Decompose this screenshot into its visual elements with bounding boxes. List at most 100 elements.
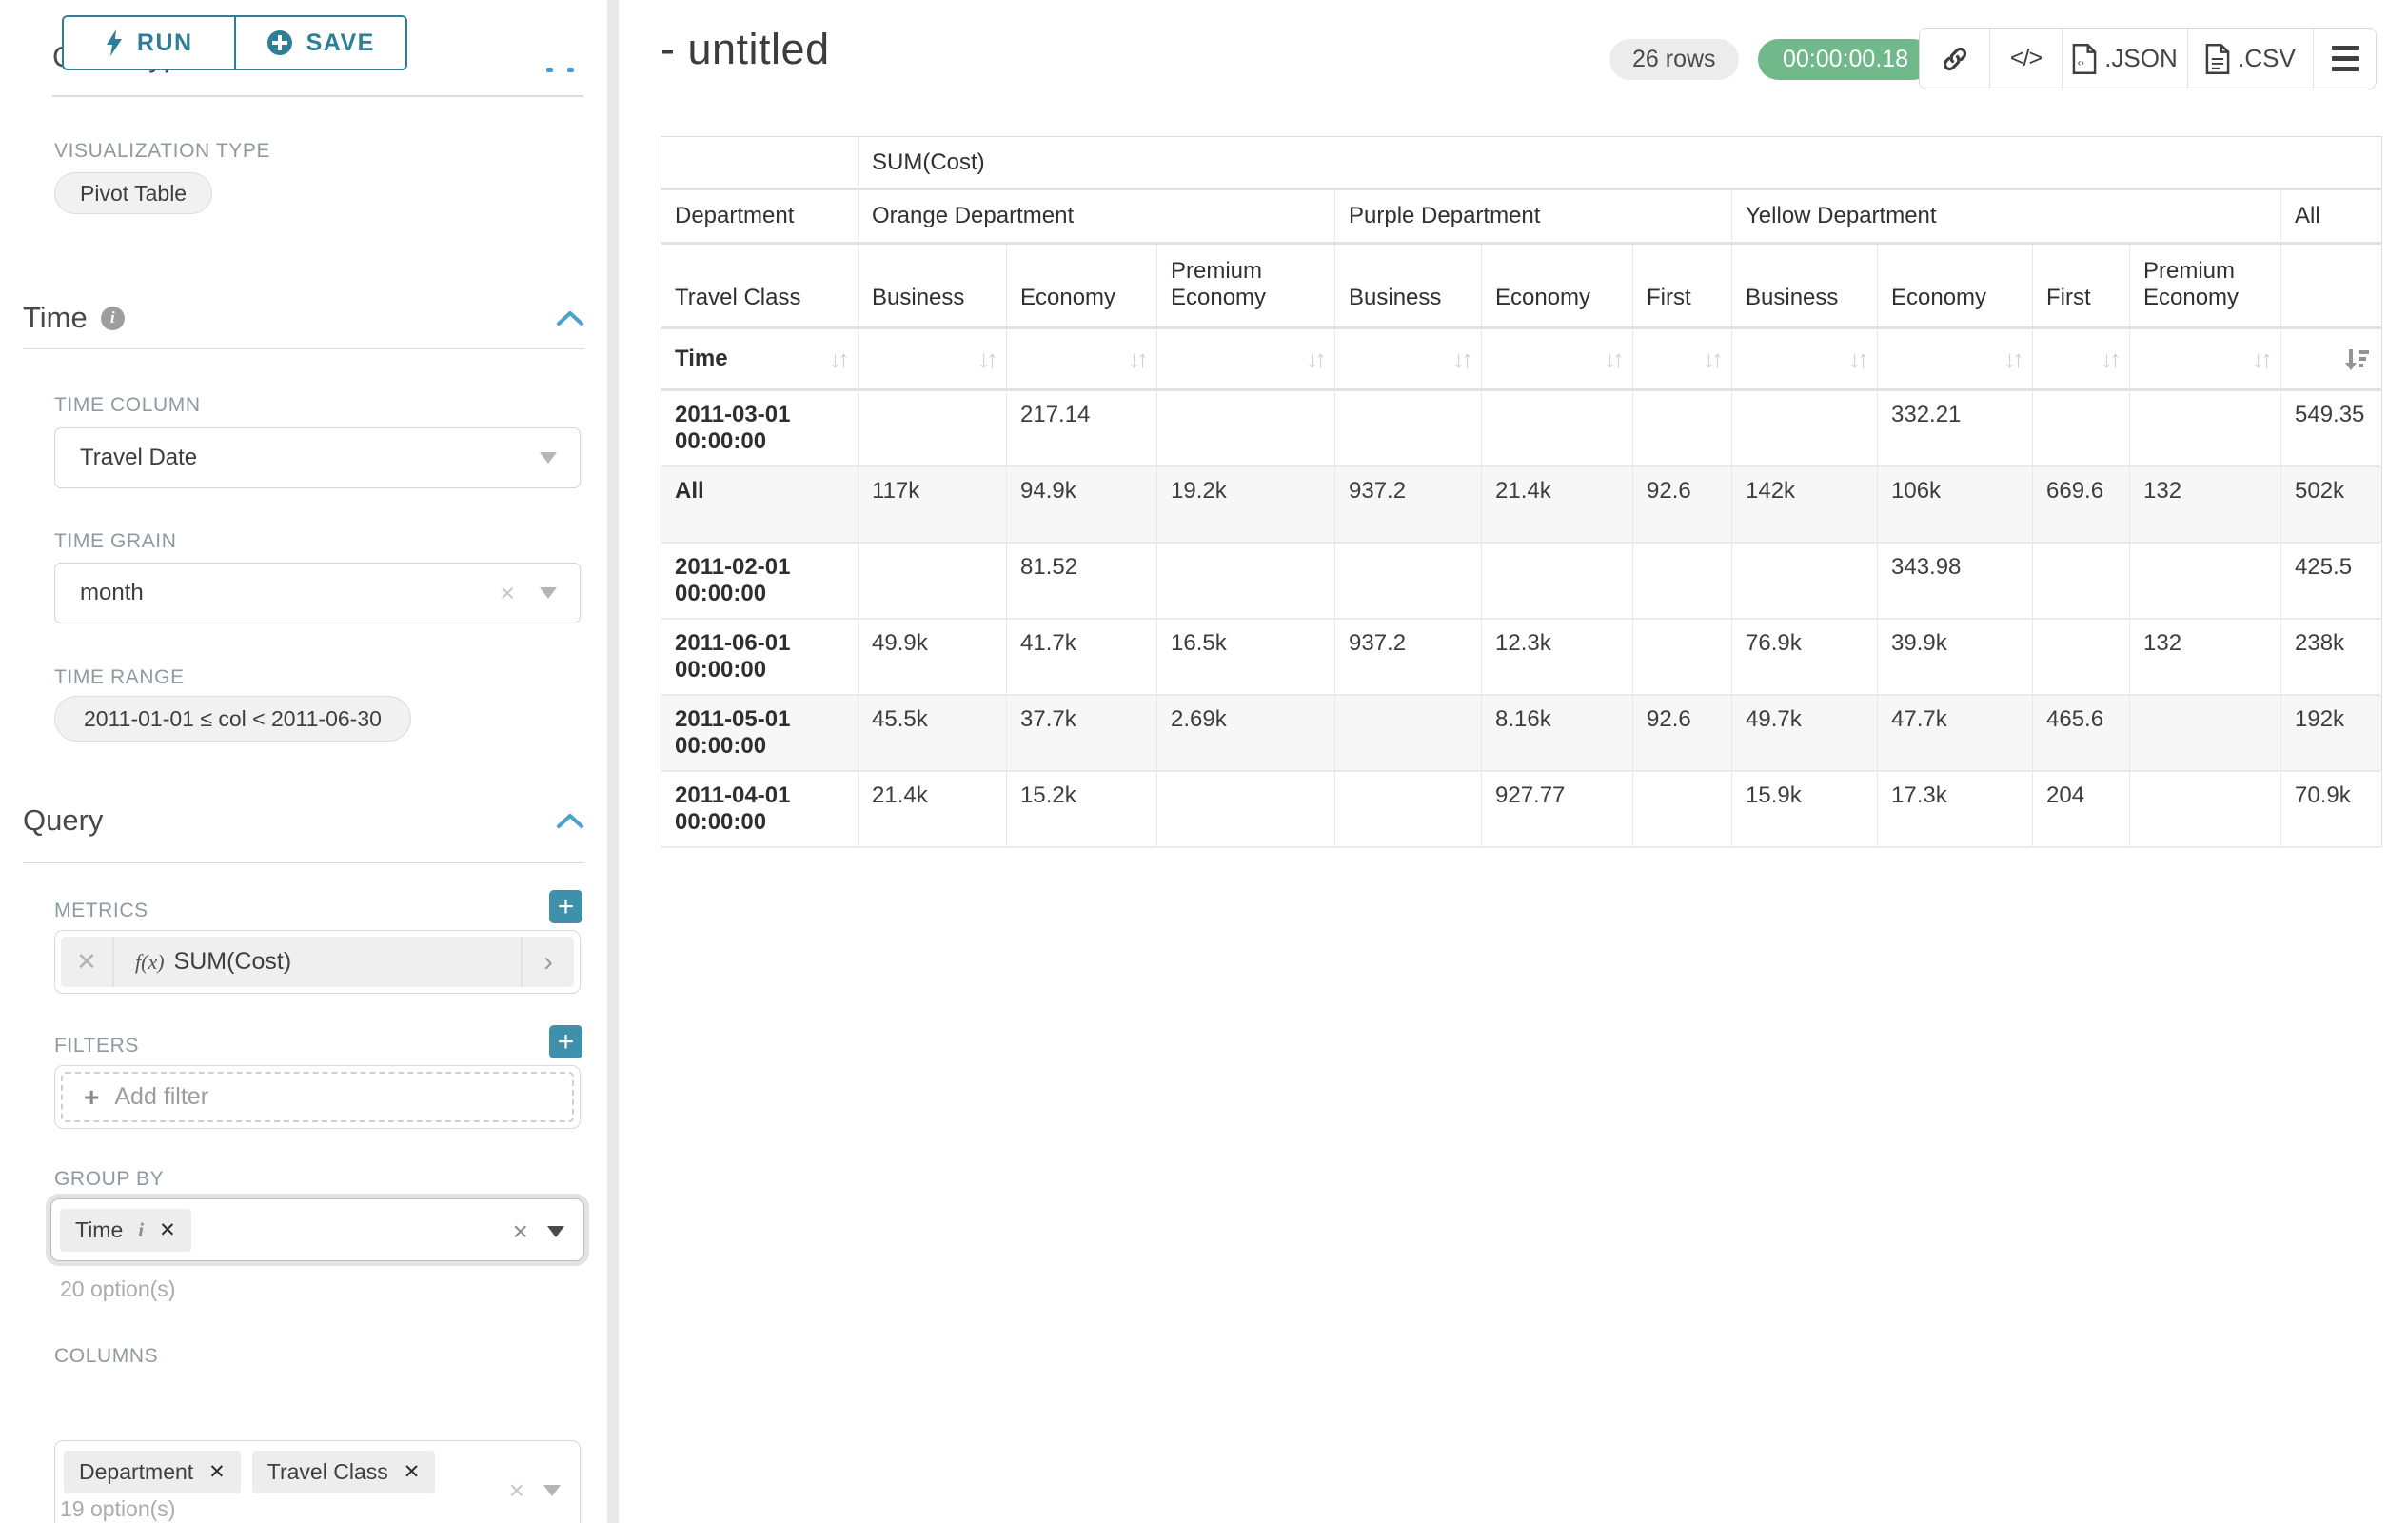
link-icon bbox=[1943, 47, 1966, 70]
clear-icon[interactable]: × bbox=[500, 578, 515, 607]
travel-class-header: Economy bbox=[1877, 243, 2033, 328]
add-filter-button[interactable]: + bbox=[549, 1025, 582, 1058]
value-cell: 669.6 bbox=[2032, 465, 2130, 543]
travel-class-header: Premium Economy bbox=[1156, 243, 1335, 328]
export-json-button[interactable]: ‹› .JSON bbox=[2062, 29, 2187, 89]
table-row: 2011-05-01 00:00:00 45.5k 37.7k 2.69k 8.16k 9… bbox=[661, 694, 2382, 771]
table-row: All 117k 94.9k 19.2k 937.2 21.4k 92.6 142k 106k 6… bbox=[661, 465, 2382, 543]
value-cell bbox=[1156, 389, 1335, 466]
value-cell bbox=[2032, 542, 2130, 619]
value-cell: 76.9k bbox=[1731, 618, 1878, 695]
columns-select[interactable]: Department ✕ Travel Class ✕ × bbox=[54, 1440, 581, 1523]
chevron-right-icon[interactable]: › bbox=[521, 937, 574, 987]
value-cell: 132 bbox=[2129, 618, 2281, 695]
value-cell: 142k bbox=[1731, 465, 1878, 543]
add-filter-dropzone[interactable]: + Add filter bbox=[61, 1072, 574, 1122]
table-row: 2011-03-01 00:00:00 217.14 332.21 549.35 bbox=[661, 389, 2382, 466]
remove-tag-icon[interactable]: ✕ bbox=[208, 1461, 226, 1483]
export-csv-button[interactable]: .CSV bbox=[2187, 29, 2313, 89]
value-cell: 204 bbox=[2032, 770, 2130, 847]
column-sort-header[interactable]: ↓↑ bbox=[1334, 327, 1482, 390]
row-header-time: 2011-06-01 00:00:00 bbox=[661, 618, 859, 695]
time-range-pill[interactable]: 2011-01-01 ≤ col < 2011-06-30 bbox=[54, 696, 411, 742]
row-header-time: 2011-03-01 00:00:00 bbox=[661, 389, 859, 466]
column-sort-header[interactable]: ↓↑ bbox=[1731, 327, 1878, 390]
value-cell: 21.4k bbox=[1481, 465, 1633, 543]
column-sort-header[interactable]: ↓↑ bbox=[1156, 327, 1335, 390]
sort-icon: ↓↑ bbox=[2101, 344, 2122, 373]
time-column-select[interactable]: Travel Date bbox=[54, 427, 581, 488]
value-cell: 132 bbox=[2129, 465, 2281, 543]
value-cell: 549.35 bbox=[2280, 389, 2382, 466]
group-by-options-hint: 20 option(s) bbox=[60, 1276, 176, 1301]
columns-label: COLUMNS bbox=[54, 1345, 159, 1367]
column-sort-header[interactable]: ↓↑ bbox=[2129, 327, 2281, 390]
chart-title[interactable]: - untitled bbox=[661, 25, 830, 73]
column-sort-header[interactable]: ↓↑ bbox=[2032, 327, 2130, 390]
value-cell: 12.3k bbox=[1481, 618, 1633, 695]
value-cell bbox=[2129, 542, 2281, 619]
more-menu-button[interactable] bbox=[2313, 29, 2376, 89]
column-sort-header[interactable]: ↓↑ bbox=[1006, 327, 1157, 390]
time-grain-select[interactable]: month × bbox=[54, 563, 581, 623]
chevron-up-icon[interactable] bbox=[556, 309, 584, 326]
row-header-time: 2011-05-01 00:00:00 bbox=[661, 694, 859, 771]
sort-icon: ↓↑ bbox=[1452, 344, 1473, 373]
remove-tag-icon[interactable]: ✕ bbox=[403, 1461, 421, 1483]
travel-class-header: Economy bbox=[1006, 243, 1157, 328]
save-button[interactable]: SAVE bbox=[233, 17, 405, 69]
plus-circle-icon bbox=[266, 30, 292, 55]
group-by-select[interactable]: Time i ✕ × bbox=[50, 1198, 584, 1261]
run-button[interactable]: RUN bbox=[64, 17, 234, 69]
filters-label: FILTERS bbox=[54, 1035, 139, 1057]
column-sort-header[interactable]: ↓↑ bbox=[1481, 327, 1633, 390]
remove-tag-icon[interactable]: ✕ bbox=[159, 1218, 176, 1241]
share-link-button[interactable] bbox=[1920, 29, 1989, 89]
value-cell bbox=[1481, 542, 1633, 619]
selected-option-tag[interactable]: Department ✕ bbox=[64, 1451, 241, 1493]
group-by-label: GROUP BY bbox=[54, 1168, 165, 1190]
json-file-icon: ‹› bbox=[2072, 43, 2097, 74]
selected-option-tag[interactable]: Time i ✕ bbox=[60, 1208, 191, 1252]
value-cell: 45.5k bbox=[858, 694, 1007, 771]
chart-area: - untitled 26 rows 00:00:00.18 </> bbox=[619, 0, 2408, 1523]
travel-class-header: Economy bbox=[1481, 243, 1633, 328]
time-sort-header[interactable]: Time ↓↑ bbox=[661, 327, 859, 390]
value-cell bbox=[1334, 389, 1482, 466]
value-cell: 238k bbox=[2280, 618, 2382, 695]
value-cell: 16.5k bbox=[1156, 618, 1335, 695]
value-cell: 937.2 bbox=[1334, 465, 1482, 543]
embed-code-button[interactable]: </> bbox=[1989, 29, 2062, 89]
column-sort-header[interactable]: ↓↑ bbox=[1877, 327, 2033, 390]
remove-metric-icon[interactable]: ✕ bbox=[61, 937, 114, 987]
value-cell: 15.9k bbox=[1731, 770, 1878, 847]
divider bbox=[23, 862, 584, 863]
add-metric-button[interactable]: + bbox=[549, 890, 582, 923]
visualization-type-label: VISUALIZATION TYPE bbox=[54, 140, 271, 162]
value-cell: 49.9k bbox=[858, 618, 1007, 695]
travel-class-header: First bbox=[2032, 243, 2130, 328]
row-header-time: 2011-02-01 00:00:00 bbox=[661, 542, 859, 619]
clear-icon[interactable]: × bbox=[512, 1216, 528, 1246]
value-cell: 17.3k bbox=[1877, 770, 2033, 847]
column-sort-header[interactable]: ↓↑ bbox=[858, 327, 1007, 390]
time-range-label: TIME RANGE bbox=[54, 666, 185, 688]
visualization-type-pill[interactable]: Pivot Table bbox=[54, 172, 213, 214]
metric-pill[interactable]: ✕ f(x) SUM(Cost) › bbox=[61, 937, 574, 987]
value-cell: 41.7k bbox=[1006, 618, 1157, 695]
selected-option-tag[interactable]: Travel Class ✕ bbox=[251, 1451, 436, 1493]
column-sort-header[interactable] bbox=[2280, 327, 2382, 390]
value-cell: 2.69k bbox=[1156, 694, 1335, 771]
chevron-down-icon[interactable] bbox=[547, 1226, 564, 1237]
travel-class-header: Business bbox=[1334, 243, 1482, 328]
value-cell: 19.2k bbox=[1156, 465, 1335, 543]
chevron-down-icon[interactable] bbox=[543, 1485, 561, 1496]
value-cell bbox=[1334, 770, 1482, 847]
value-cell: 343.98 bbox=[1877, 542, 2033, 619]
value-cell: 217.14 bbox=[1006, 389, 1157, 466]
clear-icon[interactable]: × bbox=[508, 1475, 524, 1505]
chevron-up-icon[interactable] bbox=[556, 812, 584, 829]
value-cell bbox=[2129, 770, 2281, 847]
column-sort-header[interactable]: ↓↑ bbox=[1632, 327, 1732, 390]
value-cell bbox=[1156, 542, 1335, 619]
